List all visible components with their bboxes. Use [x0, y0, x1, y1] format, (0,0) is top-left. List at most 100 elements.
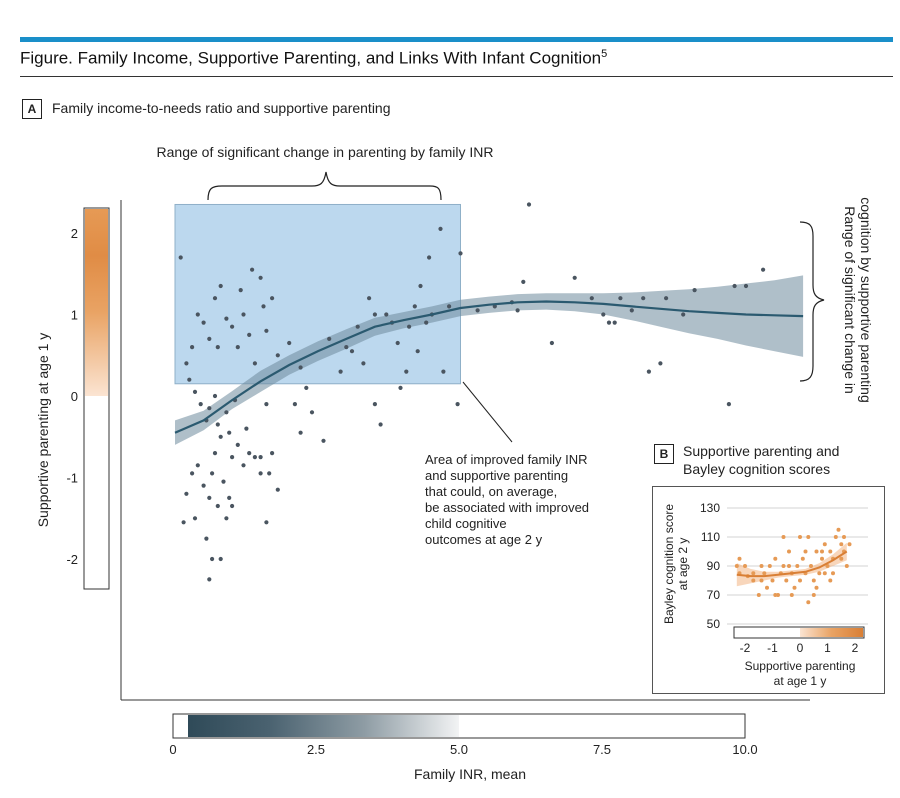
- panel-a-point: [601, 312, 606, 317]
- panel-a-point: [455, 402, 460, 407]
- x-tick-label: 5.0: [450, 742, 468, 757]
- panel-a-point: [235, 442, 240, 447]
- panel-a-point: [415, 349, 420, 354]
- panel-a-point: [526, 202, 532, 207]
- panel-a-point: [261, 304, 266, 309]
- panel-a-point: [224, 316, 229, 321]
- panel-b-point: [781, 535, 786, 539]
- panel-b-point: [762, 571, 767, 576]
- panel-a-point: [515, 308, 520, 313]
- panel-b-point: [795, 564, 800, 568]
- panel-b-y-label-line2: at age 2 y: [676, 538, 690, 591]
- panel-b-x-tick-label: 1: [824, 641, 831, 655]
- panel-b-point: [773, 593, 778, 597]
- panel-a-point: [761, 267, 766, 272]
- panel-a-point: [606, 320, 612, 325]
- y-tick-label: 2: [71, 226, 78, 241]
- panel-a-point: [230, 503, 235, 509]
- panel-a-point: [252, 361, 257, 366]
- panel-a-point: [215, 503, 220, 509]
- panel-b-y-tick-label: 90: [707, 559, 721, 573]
- panel-b-x-tick-label: -1: [767, 641, 778, 655]
- panel-a-point: [589, 296, 594, 301]
- panel-a-point: [258, 275, 263, 280]
- panel-a-point: [184, 491, 189, 496]
- x-colorbar-fill: [188, 715, 459, 737]
- x-tick-label: 2.5: [307, 742, 325, 757]
- panel-b-y-tick-label: 50: [707, 617, 721, 631]
- panel-b-point: [751, 578, 756, 583]
- panel-a-point: [192, 516, 198, 521]
- panel-b-point: [828, 549, 833, 554]
- panel-a-point: [264, 328, 269, 333]
- panel-b-point: [798, 535, 802, 539]
- panel-a-point: [418, 283, 423, 289]
- panel-a-point: [190, 345, 195, 350]
- panel-a-point: [321, 438, 326, 443]
- panel-b-point: [784, 578, 789, 583]
- panel-a-point: [309, 410, 315, 415]
- panel-b-point: [828, 578, 833, 583]
- panel-a-point: [201, 483, 206, 488]
- panel-a-point: [244, 426, 249, 431]
- note-leader-line: [462, 381, 513, 443]
- panel-b-points: [734, 527, 852, 605]
- panel-b-point: [800, 556, 805, 561]
- panel-b-point: [798, 578, 802, 583]
- panel-a-point: [372, 312, 377, 317]
- panel-a-point: [692, 288, 697, 293]
- panel-b-label-line1: Supportive parenting and: [683, 443, 840, 459]
- panel-b-point: [789, 593, 794, 597]
- y-tick-label: 0: [71, 389, 78, 404]
- panel-a-point: [247, 332, 252, 337]
- panel-b-point: [787, 549, 791, 554]
- panel-b-point: [809, 564, 813, 568]
- panel-b-point: [817, 571, 822, 576]
- y-tick-label: 1: [71, 308, 78, 323]
- panel-b-point: [833, 535, 838, 539]
- x-colorbar-ticks: 0 2.5 5.0 7.5 10.0: [169, 742, 757, 757]
- panel-a-point: [572, 275, 577, 280]
- panel-a-point: [195, 312, 200, 317]
- panel-a-point: [207, 577, 212, 582]
- panel-a-point: [641, 296, 646, 301]
- panel-a-point: [355, 324, 360, 329]
- panel-a-point: [549, 340, 555, 346]
- panel-a-point: [618, 296, 623, 301]
- panel-b-point: [839, 556, 844, 561]
- panel-b-point: [743, 564, 747, 568]
- panel-a-point: [361, 361, 366, 366]
- figure-title-text: Figure. Family Income, Supportive Parent…: [20, 48, 602, 68]
- panel-b-point: [773, 556, 778, 561]
- panel-b-point: [756, 593, 761, 597]
- panel-a-point: [218, 556, 223, 562]
- panel-a-point: [441, 369, 446, 374]
- panel-b-x-tick-label: -2: [740, 641, 751, 655]
- panel-b-point: [759, 564, 764, 568]
- panel-a-point: [198, 402, 203, 407]
- panel-a-point: [207, 495, 212, 500]
- panel-a-point: [270, 296, 275, 301]
- panel-b-y-tick-label: 130: [700, 501, 720, 515]
- panel-a-point: [218, 434, 223, 439]
- panel-a-point: [398, 385, 403, 390]
- panel-a-label: Family income-to-needs ratio and support…: [52, 100, 391, 116]
- panel-b-frame: [652, 486, 885, 694]
- panel-a-point: [235, 345, 240, 350]
- panel-a-point: [646, 369, 652, 374]
- panel-a-point: [287, 340, 292, 346]
- panel-b-y-ticks: 50 70 90 110 130: [700, 501, 720, 631]
- panel-b-point: [787, 564, 791, 568]
- x-tick-label: 10.0: [732, 742, 757, 757]
- accent-bar: [20, 37, 893, 42]
- cognition-range-label-line2: cognition by supportive parenting: [858, 197, 874, 402]
- panel-a-point: [681, 312, 686, 317]
- panel-a-point: [275, 487, 280, 492]
- area-note-line: child cognitive: [425, 516, 507, 531]
- panel-b-colorbar-fill: [800, 628, 863, 637]
- panel-b-point: [847, 542, 852, 547]
- panel-a-point: [210, 556, 215, 562]
- panel-a-point: [629, 308, 634, 313]
- panel-b-label-line2: Bayley cognition scores: [683, 461, 831, 477]
